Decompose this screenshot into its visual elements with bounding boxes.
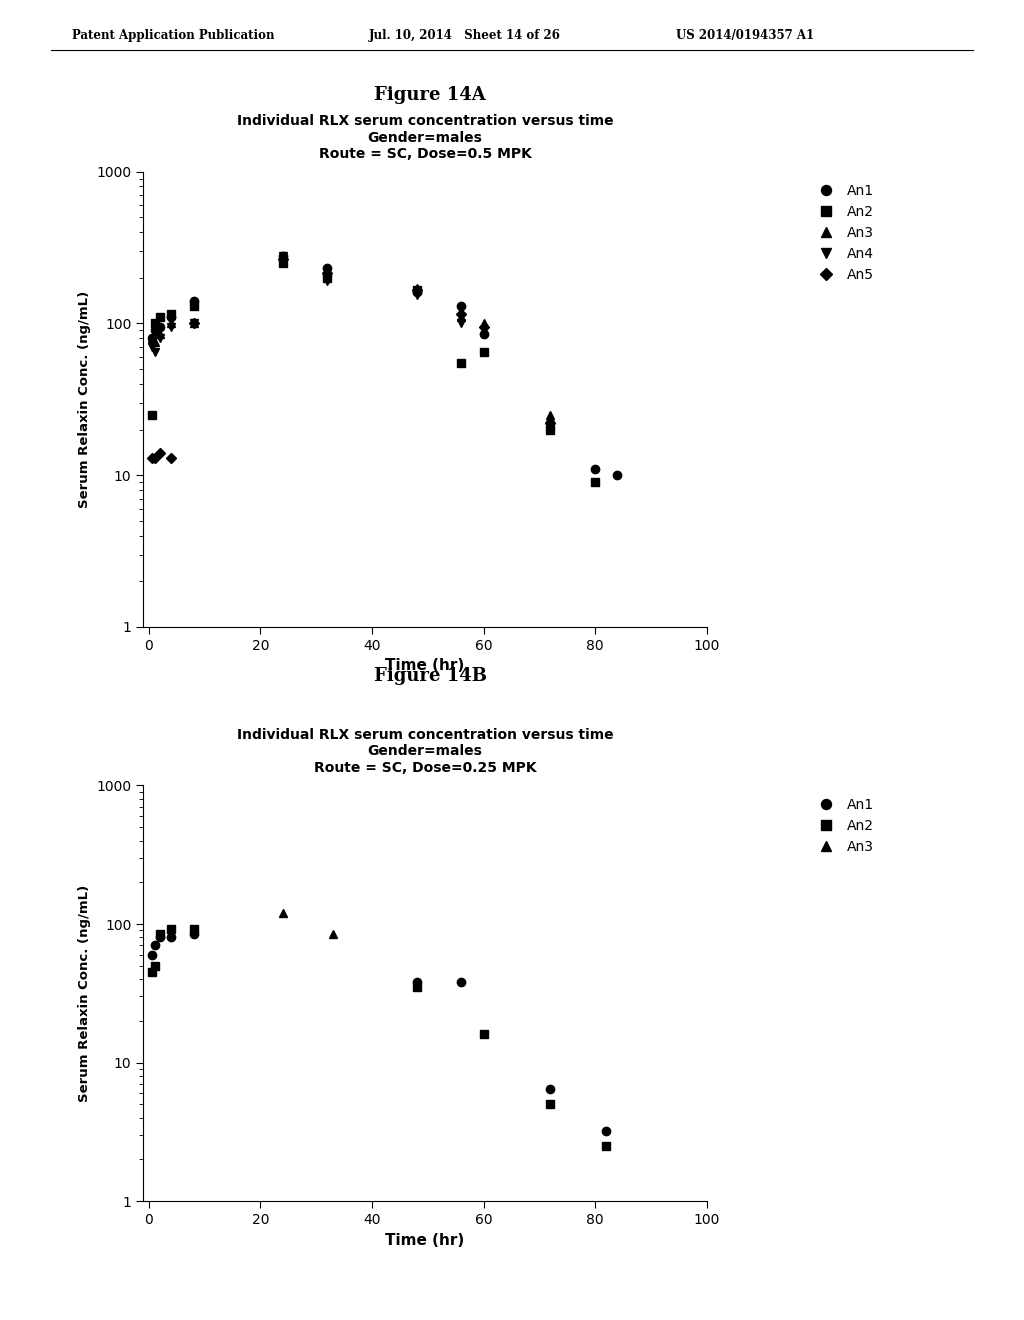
An3 <box>187 315 200 331</box>
An3 <box>545 407 557 422</box>
An1 <box>187 293 200 309</box>
An5 <box>545 416 557 432</box>
An5 <box>187 315 200 331</box>
An3 <box>165 315 177 331</box>
Y-axis label: Serum Relaxin Conc. (ng/mL): Serum Relaxin Conc. (ng/mL) <box>78 290 91 508</box>
An1 <box>165 929 177 945</box>
An2 <box>545 1097 557 1113</box>
An2 <box>148 315 161 331</box>
An2 <box>477 345 489 360</box>
An3 <box>327 925 339 941</box>
Line: An3: An3 <box>279 909 337 939</box>
An5 <box>145 450 158 466</box>
An4 <box>145 339 158 355</box>
An2 <box>145 964 158 979</box>
An3 <box>148 334 161 350</box>
An3 <box>154 326 166 342</box>
Text: US 2014/0194357 A1: US 2014/0194357 A1 <box>676 29 814 42</box>
An3 <box>145 330 158 346</box>
Legend: An1, An2, An3, An4, An5: An1, An2, An3, An4, An5 <box>807 178 880 288</box>
Line: An2: An2 <box>147 925 610 1150</box>
An4 <box>322 273 334 289</box>
An1 <box>165 309 177 325</box>
An1 <box>154 319 166 335</box>
An5 <box>411 282 423 298</box>
An4 <box>187 315 200 331</box>
X-axis label: Time (hr): Time (hr) <box>385 1233 465 1247</box>
An2 <box>477 1027 489 1043</box>
An1 <box>455 974 467 990</box>
Text: Figure 14A: Figure 14A <box>374 86 486 104</box>
An4 <box>165 319 177 335</box>
An1 <box>187 925 200 941</box>
An3 <box>276 252 289 268</box>
Text: Jul. 10, 2014   Sheet 14 of 26: Jul. 10, 2014 Sheet 14 of 26 <box>369 29 560 42</box>
An4 <box>545 421 557 437</box>
An3 <box>276 906 289 921</box>
Title: Individual RLX serum concentration versus time
Gender=males
Route = SC, Dose=0.5: Individual RLX serum concentration versu… <box>237 115 613 161</box>
An1 <box>545 1081 557 1097</box>
An1 <box>148 937 161 953</box>
Line: An1: An1 <box>147 929 610 1135</box>
An5 <box>165 450 177 466</box>
An5 <box>148 450 161 466</box>
An4 <box>154 330 166 346</box>
An1 <box>322 260 334 276</box>
An1 <box>411 285 423 301</box>
An5 <box>477 319 489 335</box>
An4 <box>455 315 467 331</box>
An2 <box>600 1138 612 1154</box>
An1 <box>411 974 423 990</box>
An1 <box>545 416 557 432</box>
Line: An5: An5 <box>148 256 554 462</box>
Legend: An1, An2, An3: An1, An2, An3 <box>807 792 880 859</box>
An2 <box>145 407 158 422</box>
Y-axis label: Serum Relaxin Conc. (ng/mL): Serum Relaxin Conc. (ng/mL) <box>78 884 91 1102</box>
An2 <box>154 925 166 941</box>
An3 <box>411 280 423 296</box>
An4 <box>411 286 423 302</box>
An2 <box>589 474 601 490</box>
An2 <box>165 306 177 322</box>
X-axis label: Time (hr): Time (hr) <box>385 659 465 673</box>
An3 <box>477 315 489 331</box>
An3 <box>455 309 467 325</box>
Line: An3: An3 <box>147 256 555 418</box>
An2 <box>545 421 557 437</box>
An2 <box>276 255 289 271</box>
An2 <box>322 269 334 285</box>
An2 <box>187 921 200 937</box>
An1 <box>477 326 489 342</box>
An2 <box>165 921 177 937</box>
Line: An1: An1 <box>147 251 622 479</box>
Text: Patent Application Publication: Patent Application Publication <box>72 29 274 42</box>
An2 <box>154 309 166 325</box>
An2 <box>455 355 467 371</box>
An2 <box>148 958 161 974</box>
An1 <box>589 461 601 477</box>
An2 <box>411 979 423 995</box>
An1 <box>145 330 158 346</box>
An2 <box>411 282 423 298</box>
Line: An2: An2 <box>147 259 599 486</box>
Line: An4: An4 <box>147 251 555 434</box>
An1 <box>611 467 624 483</box>
Title: Individual RLX serum concentration versus time
Gender=males
Route = SC, Dose=0.2: Individual RLX serum concentration versu… <box>237 729 613 775</box>
Text: Figure 14B: Figure 14B <box>374 667 486 685</box>
An4 <box>148 345 161 360</box>
An1 <box>455 298 467 314</box>
An5 <box>455 306 467 322</box>
An5 <box>322 265 334 281</box>
An2 <box>187 298 200 314</box>
An1 <box>276 248 289 264</box>
An1 <box>145 946 158 962</box>
An1 <box>148 322 161 338</box>
An5 <box>154 445 166 461</box>
An3 <box>322 264 334 280</box>
An1 <box>600 1123 612 1139</box>
An4 <box>477 322 489 338</box>
An5 <box>276 251 289 267</box>
An1 <box>154 929 166 945</box>
An4 <box>276 248 289 264</box>
